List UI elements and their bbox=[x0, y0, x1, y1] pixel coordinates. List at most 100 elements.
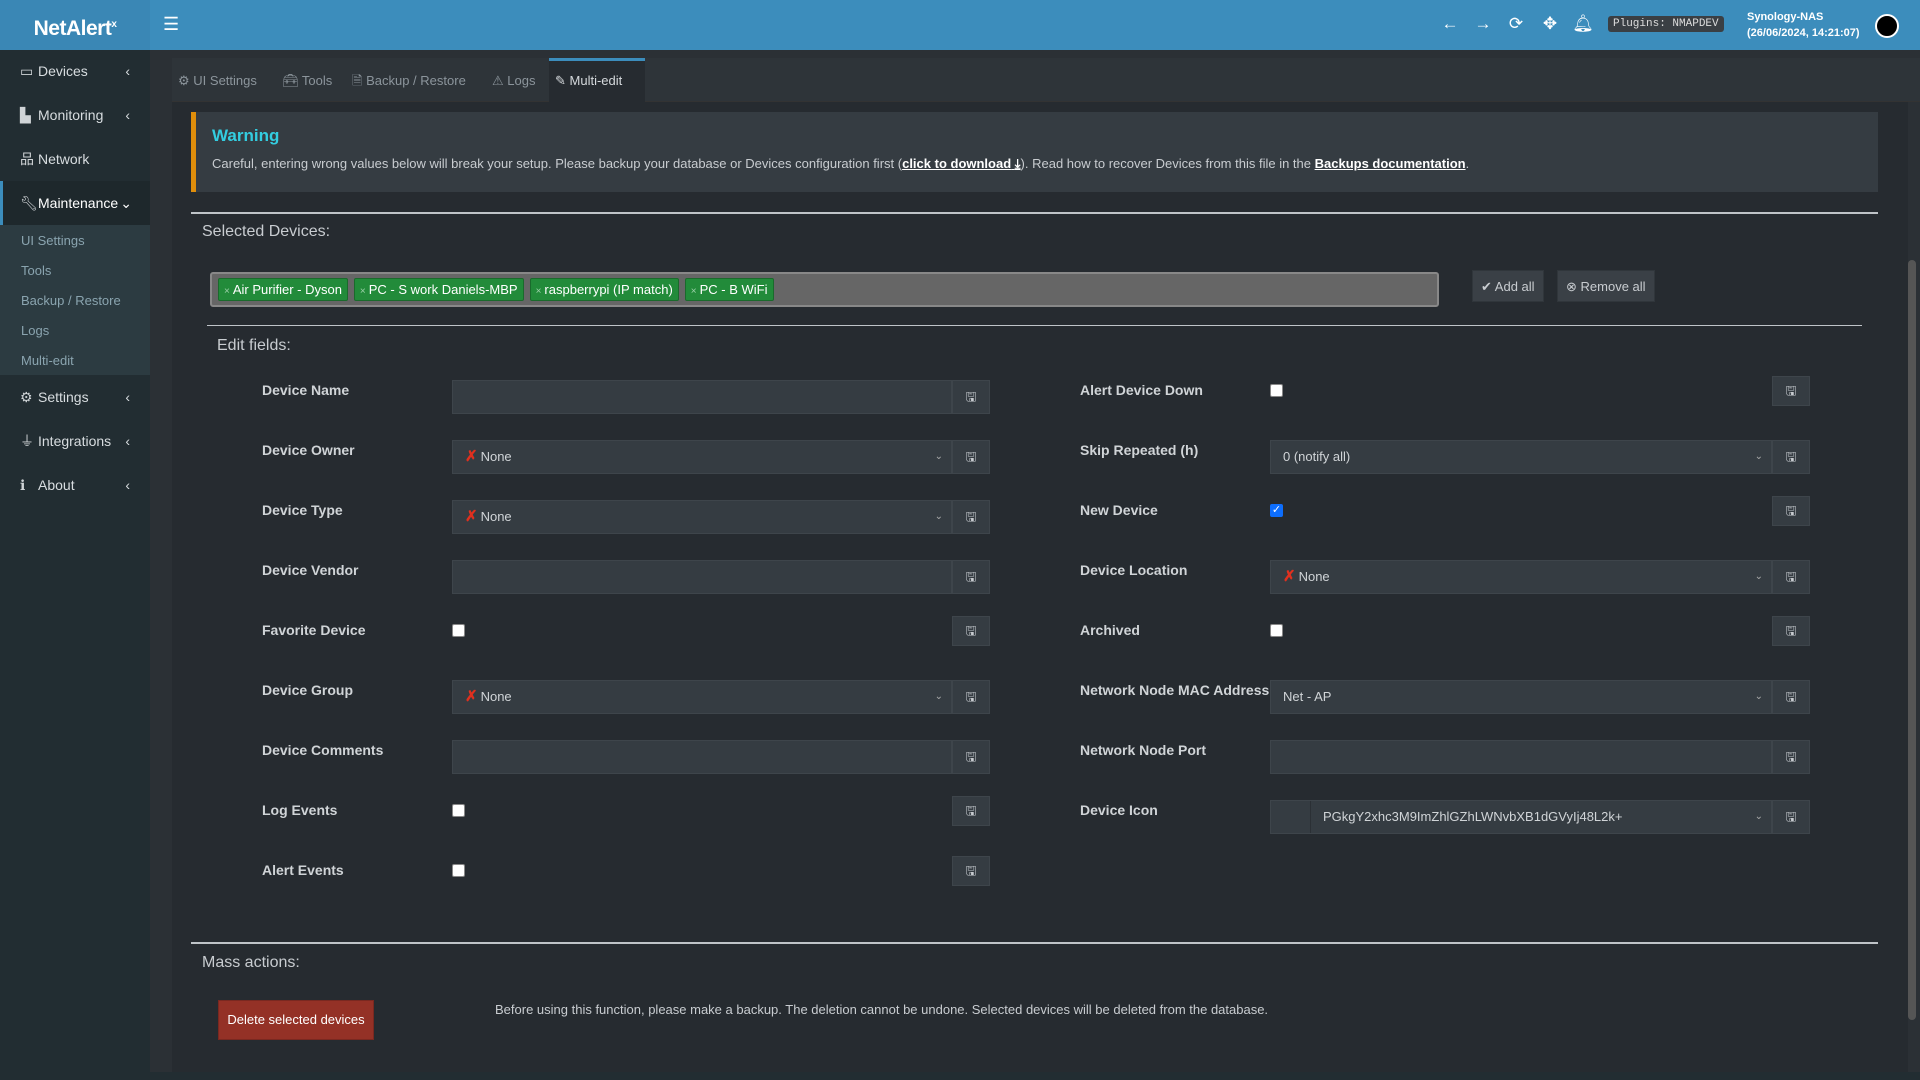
tab-bar: ⚙ UI Settings 🧰︎ Tools 🗎 Backup / Restor… bbox=[172, 58, 1920, 102]
icon-preview bbox=[1271, 801, 1311, 833]
x-icon: ✗ bbox=[465, 508, 478, 525]
submenu-ui-settings[interactable]: UI Settings bbox=[21, 233, 85, 248]
save-log-events-button[interactable]: 🖫 bbox=[952, 796, 990, 826]
save-device-vendor-button[interactable]: 🖫 bbox=[952, 560, 990, 594]
checkbox-favorite-device[interactable] bbox=[452, 624, 465, 637]
sidebar-item-integrations[interactable]: ⏚ Integrations ‹ bbox=[0, 419, 150, 463]
input-device-name[interactable] bbox=[452, 380, 952, 414]
save-network-node-port-button[interactable]: 🖫 bbox=[1772, 740, 1810, 774]
plugins-badge[interactable]: Plugins: NMAPDEV bbox=[1608, 16, 1724, 32]
save-skip-repeated-h--button[interactable]: 🖫 bbox=[1772, 440, 1810, 474]
save-device-location-button[interactable]: 🖫 bbox=[1772, 560, 1810, 594]
scrollbar[interactable] bbox=[1908, 260, 1916, 1020]
backups-doc-link[interactable]: Backups documentation bbox=[1314, 156, 1466, 171]
remove-chip-icon[interactable]: × bbox=[359, 286, 366, 297]
remove-chip-icon[interactable]: × bbox=[224, 286, 230, 297]
save-new-device-button[interactable]: 🖫 bbox=[1772, 496, 1810, 526]
device-chip[interactable]: × raspberrypi (IP match) bbox=[529, 278, 679, 301]
input-device-comments[interactable] bbox=[452, 740, 952, 774]
remove-chip-icon[interactable]: × bbox=[535, 286, 542, 297]
x-icon: ✗ bbox=[465, 448, 478, 465]
save-network-node-mac-address-button[interactable]: 🖫 bbox=[1772, 680, 1810, 714]
divider bbox=[191, 212, 1878, 214]
save-icon: 🖫 bbox=[965, 803, 977, 818]
select-device-icon[interactable]: PGkgY2xhc3M9ImZhlGZhLWNvbXB1dGVyIj48L2k+… bbox=[1270, 800, 1772, 834]
plug-icon: ⏚ bbox=[20, 433, 34, 449]
save-device-icon-button[interactable]: 🖫 bbox=[1772, 800, 1810, 834]
tab-backup-restore[interactable]: 🗎 Backup / Restore bbox=[352, 73, 466, 88]
menu-toggle-icon[interactable]: ☰ bbox=[163, 14, 180, 34]
pencil-icon: ✎ bbox=[555, 73, 570, 88]
checkbox-new-device[interactable]: ✓ bbox=[1270, 504, 1283, 517]
sidebar-item-maintenance[interactable]: 🔧︎Maintenance ⌄ bbox=[0, 181, 150, 225]
chevron-down-icon: ⌄ bbox=[934, 451, 943, 462]
tab-ui-settings[interactable]: ⚙ UI Settings bbox=[178, 73, 257, 88]
divider bbox=[207, 325, 1862, 326]
sidebar-item-settings[interactable]: ⚙ Settings ‹ bbox=[0, 375, 150, 419]
select-skip-repeated-h-[interactable]: 0 (notify all) ⌄ bbox=[1270, 440, 1772, 474]
checkbox-alert-events[interactable] bbox=[452, 864, 465, 877]
checkbox-alert-device-down[interactable] bbox=[1270, 384, 1283, 397]
chevron-down-icon: ⌄ bbox=[120, 195, 132, 211]
save-icon: 🖫 bbox=[1785, 383, 1797, 398]
selected-devices-input[interactable]: × Air Purifier - Dyson × PC - S work Danie… bbox=[210, 272, 1439, 307]
remove-all-button[interactable]: ⊗ Remove all bbox=[1557, 270, 1655, 302]
input-device-vendor[interactable] bbox=[452, 560, 952, 594]
device-chip[interactable]: × PC - B WiFi bbox=[684, 278, 774, 301]
label-device-group: Device Group bbox=[262, 682, 354, 698]
edit-fields-title: Edit fields: bbox=[217, 337, 291, 354]
sidebar-item-monitoring[interactable]: ▙ Monitoring ‹ bbox=[0, 93, 150, 137]
save-device-group-button[interactable]: 🖫 bbox=[952, 680, 990, 714]
move-icon[interactable]: ✥ bbox=[1542, 14, 1558, 33]
save-alert-events-button[interactable]: 🖫 bbox=[952, 856, 990, 886]
save-alert-device-down-button[interactable]: 🖫 bbox=[1772, 376, 1810, 406]
save-device-type-button[interactable]: 🖫 bbox=[952, 500, 990, 534]
submenu-backup-restore[interactable]: Backup / Restore bbox=[21, 293, 121, 308]
select-device-owner[interactable]: ✗ None ⌄ bbox=[452, 440, 952, 474]
checkbox-log-events[interactable] bbox=[452, 804, 465, 817]
tab-tools[interactable]: 🧰︎ Tools bbox=[282, 73, 333, 88]
laptop-icon: ▭ bbox=[20, 63, 34, 79]
gears-icon: ⚙ bbox=[178, 73, 194, 88]
submenu-multi-edit[interactable]: Multi-edit bbox=[21, 353, 74, 368]
device-chip[interactable]: × PC - S work Daniels-MBP bbox=[353, 278, 524, 301]
download-link[interactable]: click to download ⤓ bbox=[902, 156, 1021, 171]
save-icon: 🖫 bbox=[965, 509, 977, 524]
save-archived-button[interactable]: 🖫 bbox=[1772, 616, 1810, 646]
sidebar-item-devices[interactable]: ▭ Devices ‹ bbox=[0, 49, 150, 93]
avatar[interactable] bbox=[1875, 14, 1899, 38]
logo[interactable]: NetAlertx bbox=[0, 0, 150, 50]
save-device-comments-button[interactable]: 🖫 bbox=[952, 740, 990, 774]
input-network-node-port[interactable] bbox=[1270, 740, 1772, 774]
label-device-name: Device Name bbox=[262, 382, 350, 398]
x-circle-icon: ⊗ bbox=[1566, 279, 1581, 294]
arrow-left-icon[interactable]: ← bbox=[1441, 14, 1459, 33]
save-device-name-button[interactable]: 🖫 bbox=[952, 380, 990, 414]
select-device-group[interactable]: ✗ None ⌄ bbox=[452, 680, 952, 714]
label-new-device: New Device bbox=[1080, 502, 1158, 518]
label-archived: Archived bbox=[1080, 622, 1140, 638]
submenu-tools[interactable]: Tools bbox=[21, 263, 52, 278]
select-network-node-mac-address[interactable]: Net - AP ⌄ bbox=[1270, 680, 1772, 714]
refresh-icon[interactable]: ⟳ bbox=[1508, 14, 1524, 33]
device-chip[interactable]: × Air Purifier - Dyson bbox=[218, 278, 348, 301]
checkbox-archived[interactable] bbox=[1270, 624, 1283, 637]
bell-icon[interactable]: 🔔︎ bbox=[1572, 14, 1594, 33]
save-icon: 🖫 bbox=[1785, 449, 1797, 464]
save-icon: 🖫 bbox=[1785, 503, 1797, 518]
save-icon: 🖫 bbox=[965, 749, 977, 764]
submenu-logs[interactable]: Logs bbox=[21, 323, 50, 338]
select-device-location[interactable]: ✗ None ⌄ bbox=[1270, 560, 1772, 594]
tab-logs[interactable]: ⚠ Logs bbox=[492, 73, 536, 88]
save-favorite-device-button[interactable]: 🖫 bbox=[952, 616, 990, 646]
remove-chip-icon[interactable]: × bbox=[690, 286, 697, 297]
save-device-owner-button[interactable]: 🖫 bbox=[952, 440, 990, 474]
file-icon: 🗎 bbox=[352, 73, 367, 88]
arrow-right-icon[interactable]: → bbox=[1474, 14, 1492, 33]
sidebar-item-about[interactable]: ℹ About ‹ bbox=[0, 463, 150, 507]
sidebar-item-network[interactable]: 品 Network bbox=[0, 137, 150, 181]
add-all-button[interactable]: ✔ Add all bbox=[1472, 270, 1544, 302]
tab-multi-edit[interactable]: ✎ Multi-edit bbox=[549, 58, 645, 102]
delete-selected-button[interactable]: Delete selected devices bbox=[218, 1000, 374, 1040]
select-device-type[interactable]: ✗ None ⌄ bbox=[452, 500, 952, 534]
